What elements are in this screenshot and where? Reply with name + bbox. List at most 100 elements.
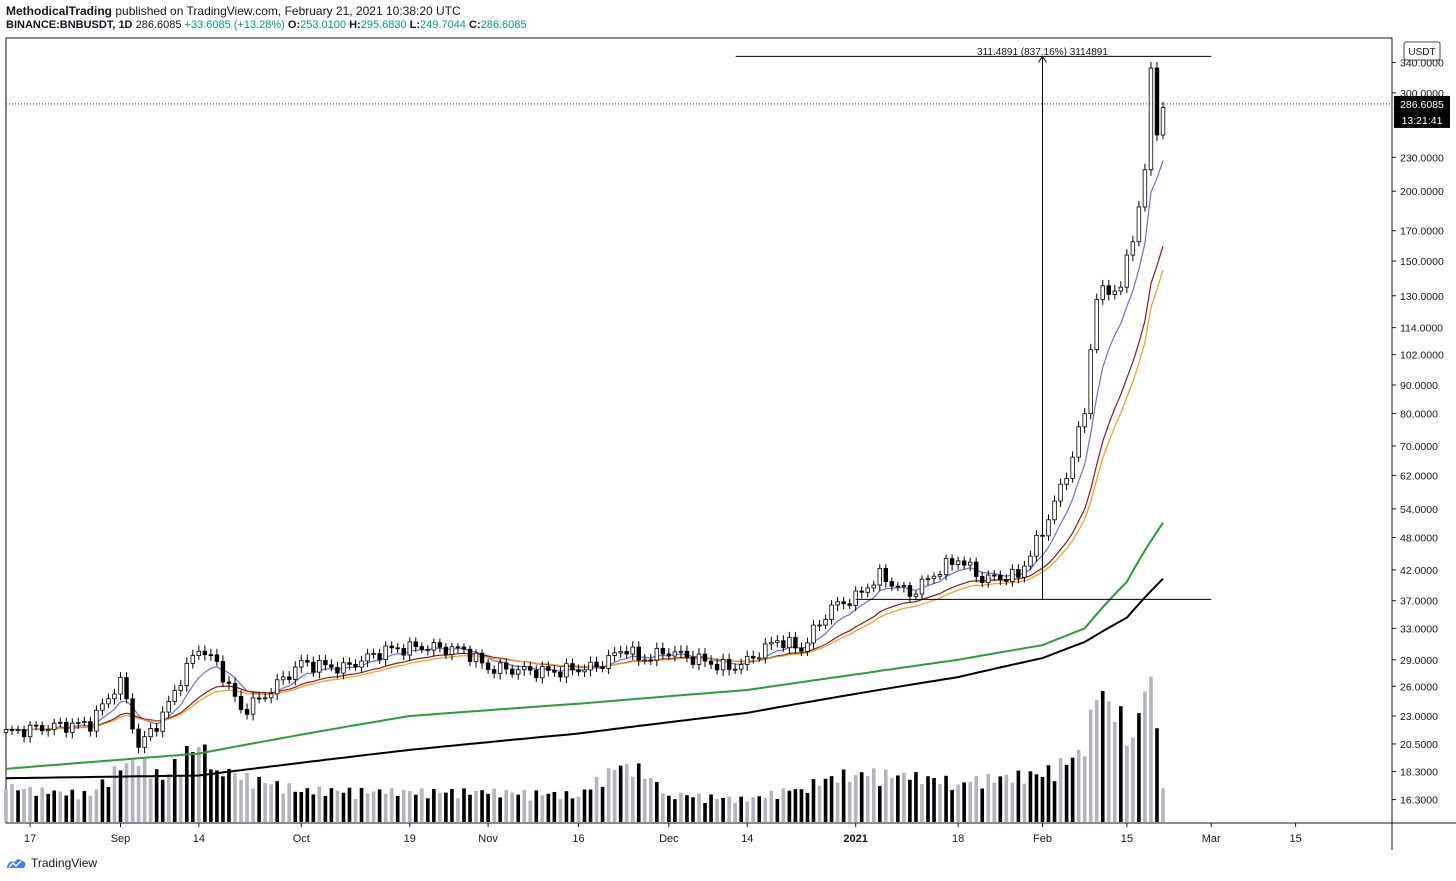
volume-bar xyxy=(799,789,804,822)
candle-body xyxy=(696,653,702,665)
volume-bar xyxy=(853,775,858,822)
volume-bar xyxy=(136,765,141,822)
volume-bar xyxy=(444,792,448,822)
volume-bar xyxy=(727,796,731,822)
currency-label: USDT xyxy=(1408,47,1435,58)
candle-body xyxy=(497,662,503,674)
candle-body xyxy=(859,590,864,593)
candle-body xyxy=(244,709,250,715)
footer-brand[interactable]: TradingView xyxy=(6,856,97,870)
volume-bar xyxy=(546,793,551,822)
volume-bar xyxy=(950,789,954,822)
tradingview-logo-icon xyxy=(7,859,26,868)
volume-bar xyxy=(498,797,502,822)
volume-bar xyxy=(480,790,484,822)
price-tick-label: 340.0000 xyxy=(1400,57,1444,69)
symbol-name[interactable]: BINANCE:BNBUSDT, 1D xyxy=(6,19,133,31)
currency-badge xyxy=(1403,41,1441,61)
candle-body xyxy=(763,643,768,659)
volume-bar xyxy=(329,788,334,822)
candle-body xyxy=(732,668,738,671)
volume-bar xyxy=(426,798,430,822)
volume-bar xyxy=(1119,706,1123,822)
time-tick-label: Oct xyxy=(293,833,310,845)
author-name[interactable]: MethodicalTrading xyxy=(6,4,113,18)
candle-body xyxy=(467,648,473,662)
volume-bar xyxy=(655,782,659,822)
volume-bar xyxy=(986,773,991,822)
volume-bar xyxy=(257,776,261,822)
price-tick-label: 80.0000 xyxy=(1400,409,1438,421)
price-axis[interactable]: 16.3000 18.3000 20.5000 23.0000 26.0000 29.00… xyxy=(1392,41,1444,807)
measure-tool[interactable]: 311.4891 (837.16%) 3114891 xyxy=(735,47,1212,600)
candle-body xyxy=(220,661,226,683)
price-tick-label: 29.0000 xyxy=(1400,655,1438,667)
volume-bar xyxy=(522,790,527,822)
candle-body xyxy=(955,560,961,565)
candle-body xyxy=(1136,206,1142,243)
volume-bar xyxy=(275,781,279,822)
volume-bar xyxy=(914,772,918,822)
volume-bar xyxy=(974,776,979,822)
volume-bar xyxy=(980,788,985,822)
candle-body xyxy=(21,729,27,738)
candle-body xyxy=(642,659,647,662)
volume-bar xyxy=(365,793,370,822)
candle-body xyxy=(341,662,346,674)
volume-bar xyxy=(215,770,219,822)
volume-bar xyxy=(1046,765,1051,822)
volume-bar xyxy=(968,781,972,822)
volume-bar xyxy=(456,798,460,822)
volume-bar xyxy=(1070,757,1075,822)
volume-bar xyxy=(100,779,105,822)
volume-bar xyxy=(197,747,201,822)
candle-body xyxy=(329,664,334,668)
volume-bar xyxy=(82,790,87,822)
candle-body xyxy=(540,665,545,679)
volume-bar xyxy=(600,786,605,822)
symbol-legend: BINANCE:BNBUSDT, 1D 286.6085 +33.6085 (+… xyxy=(6,19,527,31)
volume-bar xyxy=(263,783,267,822)
price-tick-label: 130.0000 xyxy=(1400,291,1444,303)
volume-bar xyxy=(142,758,147,822)
candle-body xyxy=(1148,67,1154,171)
candle-body xyxy=(154,728,159,732)
change-legend: +33.6085 (+13.28%) xyxy=(184,19,285,31)
volume-bar xyxy=(679,792,683,822)
candle-body xyxy=(148,728,153,738)
candle-body xyxy=(871,584,876,589)
candle-body xyxy=(895,585,901,588)
volume-bar xyxy=(884,769,888,822)
candle-body xyxy=(516,669,521,675)
time-tick-label: 14 xyxy=(193,833,205,845)
candle-body xyxy=(287,676,292,680)
candle-body xyxy=(714,663,720,671)
volume-bar xyxy=(859,772,864,822)
time-tick-label: 19 xyxy=(404,833,416,845)
candle-body xyxy=(630,646,635,655)
volume-bar xyxy=(781,788,786,822)
candle-body xyxy=(160,711,165,732)
volume-bar xyxy=(1100,691,1105,822)
candle-body xyxy=(738,664,744,670)
candle-body xyxy=(564,663,569,678)
candle-body xyxy=(907,585,913,597)
candle-body xyxy=(130,698,135,730)
candle-body xyxy=(323,660,328,666)
volume-bar xyxy=(1016,770,1021,822)
volume-bar xyxy=(281,793,286,822)
volume-bar xyxy=(709,794,713,822)
candle-body xyxy=(1004,579,1009,582)
volume-bar xyxy=(817,785,822,822)
volume-bar xyxy=(413,794,418,822)
candle-body xyxy=(992,574,997,577)
candle-body xyxy=(1094,299,1099,351)
candle-body xyxy=(775,640,780,643)
candle-body xyxy=(552,670,557,673)
time-axis[interactable]: 17 Sep 14 Oct 19 Nov 16 Dec 14 2021 18 Feb 15 Mar 15 xyxy=(24,823,1302,845)
volume-bar xyxy=(588,789,593,822)
candle-body xyxy=(33,724,39,727)
candle-body xyxy=(841,601,846,605)
volume-bar xyxy=(299,792,304,822)
